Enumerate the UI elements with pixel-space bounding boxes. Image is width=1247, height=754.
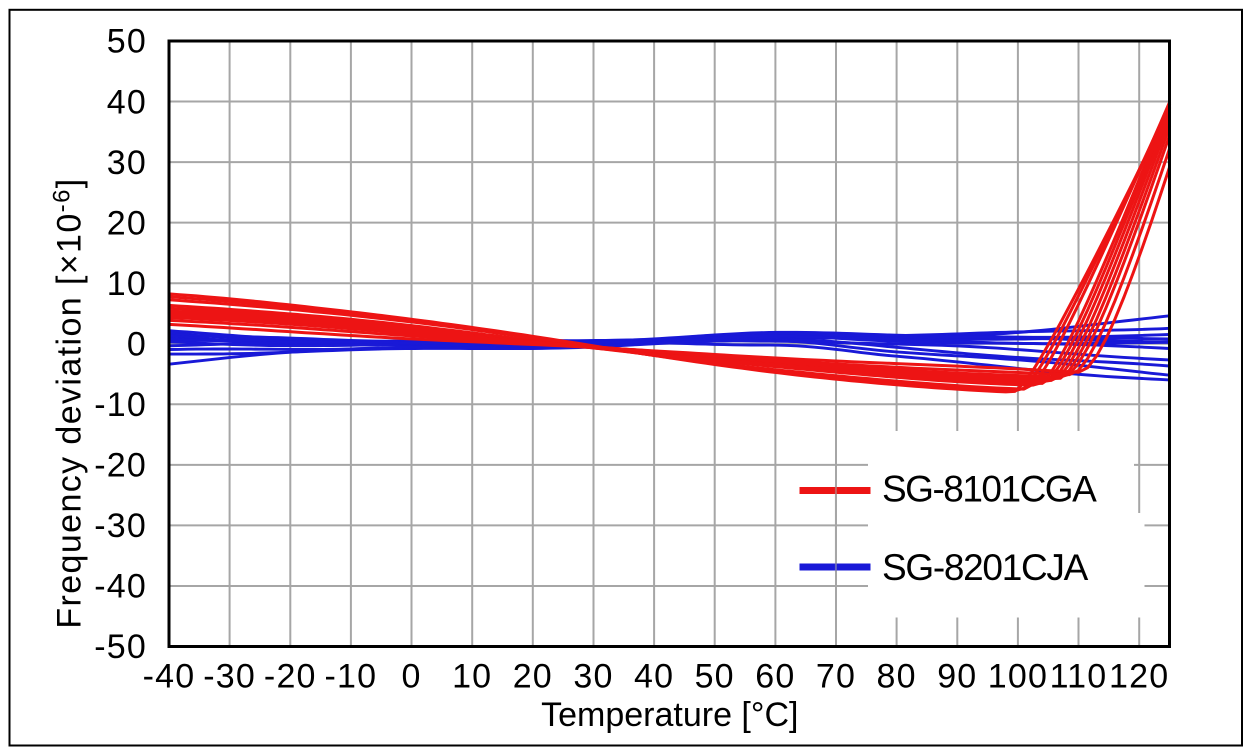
svg-text:100: 100 (988, 658, 1048, 696)
svg-text:120: 120 (1109, 658, 1169, 696)
svg-text:20: 20 (513, 658, 553, 696)
svg-text:50: 50 (107, 23, 147, 61)
svg-text:30: 30 (573, 658, 613, 696)
svg-text:SG-8201CJA: SG-8201CJA (882, 547, 1089, 588)
svg-text:40: 40 (634, 658, 674, 696)
svg-text:Frequency deviation [×10-6]: Frequency deviation [×10-6] (49, 177, 89, 628)
svg-text:0: 0 (401, 658, 421, 696)
svg-text:-20: -20 (94, 447, 147, 485)
svg-text:-30: -30 (94, 507, 147, 545)
svg-text:70: 70 (816, 658, 856, 696)
svg-text:-10: -10 (94, 386, 147, 424)
svg-text:-40: -40 (143, 658, 196, 696)
svg-text:60: 60 (755, 658, 795, 696)
svg-text:-40: -40 (94, 568, 147, 606)
svg-text:90: 90 (937, 658, 977, 696)
svg-text:10: 10 (452, 658, 492, 696)
svg-text:30: 30 (107, 144, 147, 182)
svg-text:-50: -50 (94, 628, 147, 666)
svg-text:0: 0 (127, 325, 147, 363)
svg-text:-30: -30 (203, 658, 256, 696)
svg-text:110: 110 (1050, 658, 1108, 696)
svg-text:-20: -20 (264, 658, 317, 696)
svg-text:Temperature [°C]: Temperature [°C] (541, 696, 798, 734)
svg-text:10: 10 (107, 265, 147, 303)
svg-text:-10: -10 (325, 658, 378, 696)
svg-text:20: 20 (107, 204, 147, 242)
svg-text:SG-8101CGA: SG-8101CGA (882, 469, 1097, 510)
svg-text:40: 40 (107, 83, 147, 121)
svg-text:50: 50 (695, 658, 735, 696)
svg-text:80: 80 (876, 658, 916, 696)
